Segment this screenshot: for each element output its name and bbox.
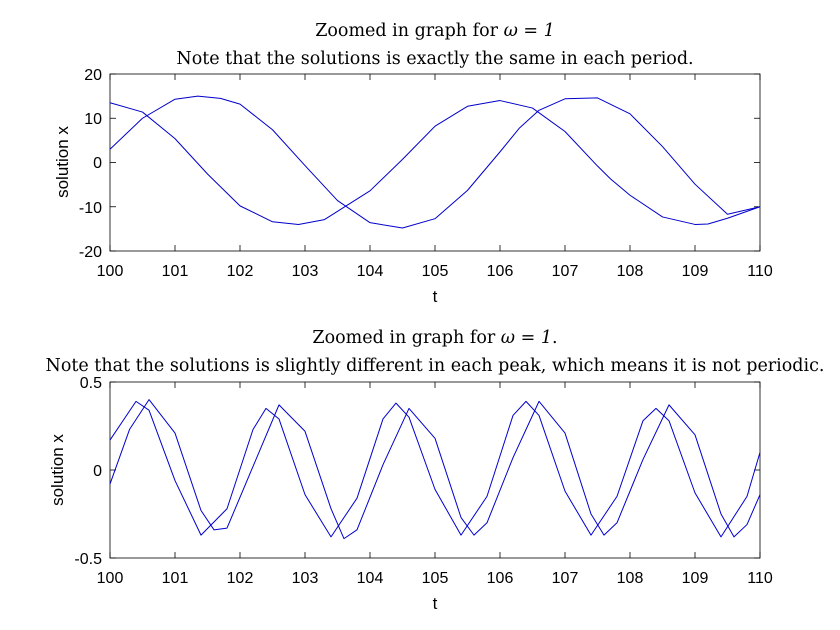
bottom-xtick-label: 108 [617, 570, 644, 587]
bottom-xtick-label: 109 [682, 570, 709, 587]
top-xtick-label: 100 [97, 263, 124, 280]
top-y-tick-labels: 20 10 0 -10 -20 [79, 67, 102, 261]
top-title-text: Zoomed in graph for [315, 21, 503, 41]
bottom-plot-area [109, 381, 761, 559]
top-xtick-label: 109 [682, 263, 709, 280]
bottom-ytick-label: 0 [93, 463, 102, 480]
bottom-y-tick-labels: 0.5 0 -0.5 [74, 375, 102, 568]
bottom-xtick-label: 102 [227, 570, 254, 587]
bottom-xtick-label: 103 [292, 570, 319, 587]
bottom-ytick-label: -0.5 [74, 551, 102, 568]
top-xtick-label: 103 [292, 263, 319, 280]
top-xtick-label: 105 [422, 263, 449, 280]
bottom-xtick-label: 106 [487, 570, 514, 587]
bottom-x-axis-label: t [433, 594, 438, 613]
bottom-series-line-2 [109, 399, 761, 540]
bottom-xtick-label: 105 [422, 570, 449, 587]
bottom-series-group [109, 399, 761, 540]
top-ytick-label: -10 [79, 200, 102, 217]
top-plot-area [109, 73, 761, 252]
bottom-chart-title: Zoomed in graph for ω = 1. [312, 328, 557, 348]
top-xtick-label: 106 [487, 263, 514, 280]
top-xtick-label: 110 [747, 263, 773, 280]
top-x-tick-labels: 100 101 102 103 104 105 106 107 108 109 … [97, 263, 773, 280]
bottom-xtick-label: 100 [97, 570, 124, 587]
bottom-xtick-label: 101 [162, 570, 189, 587]
top-xtick-label: 102 [227, 263, 254, 280]
bottom-series-line-1 [109, 400, 761, 538]
top-chart-subtitle: Note that the solutions is exactly the s… [176, 49, 693, 69]
bottom-xtick-label: 107 [552, 570, 579, 587]
bottom-title-math: ω = 1 [501, 328, 552, 348]
top-xtick-label: 107 [552, 263, 579, 280]
top-ytick-label: -20 [79, 244, 102, 261]
top-ytick-label: 0 [93, 155, 102, 172]
bottom-panel: Zoomed in graph for ω = 1. Note that the… [46, 328, 825, 613]
top-title-math: ω = 1 [504, 21, 555, 41]
top-x-tick-marks [109, 74, 761, 251]
top-y-tick-marks [110, 73, 760, 252]
top-panel: Zoomed in graph for ω = 1 Note that the … [53, 21, 773, 306]
bottom-title-text: Zoomed in graph for [312, 328, 500, 348]
bottom-ytick-label: 0.5 [80, 375, 102, 392]
top-xtick-label: 101 [162, 263, 189, 280]
bottom-chart-subtitle: Note that the solutions is slightly diff… [46, 356, 825, 376]
bottom-xtick-label: 104 [357, 570, 384, 587]
bottom-title-suffix: . [552, 328, 558, 348]
top-chart-title: Zoomed in graph for ω = 1 [315, 21, 555, 41]
bottom-x-tick-marks [109, 382, 761, 558]
top-xtick-label: 104 [357, 263, 384, 280]
top-ytick-label: 20 [84, 67, 102, 84]
top-xtick-label: 108 [617, 263, 644, 280]
bottom-xtick-label: 110 [747, 570, 773, 587]
top-series-line-1 [109, 95, 761, 229]
top-series-line-2 [109, 100, 761, 225]
bottom-y-axis-label: solution x [48, 434, 67, 506]
top-x-axis-label: t [433, 287, 438, 306]
top-y-axis-label: solution x [53, 126, 72, 198]
bottom-x-tick-labels: 100 101 102 103 104 105 106 107 108 109 … [97, 570, 773, 587]
top-ytick-label: 10 [84, 111, 102, 128]
top-series-group [109, 95, 761, 229]
